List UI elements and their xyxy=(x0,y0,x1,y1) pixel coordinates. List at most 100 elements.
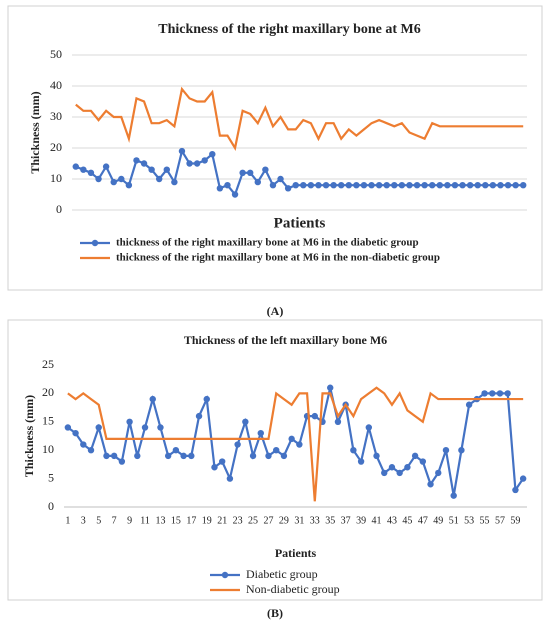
x-tick-label: 5 xyxy=(96,515,101,526)
point xyxy=(474,182,481,189)
point xyxy=(458,447,465,454)
point xyxy=(163,166,170,173)
y-axis-label: Thickness (mm) xyxy=(28,91,42,173)
point xyxy=(140,160,148,167)
point xyxy=(193,160,201,167)
series-line xyxy=(67,386,524,502)
y-tick-label: 10 xyxy=(42,442,54,456)
point xyxy=(72,163,79,170)
x-tick-label: 19 xyxy=(202,515,212,526)
x-tick-label: 49 xyxy=(433,515,443,526)
point xyxy=(234,441,241,448)
x-tick-label: 27 xyxy=(263,515,273,526)
point xyxy=(172,447,180,454)
legend-marker xyxy=(91,239,99,247)
point xyxy=(157,424,164,431)
x-tick-label: 57 xyxy=(495,515,505,526)
x-tick-label: 33 xyxy=(310,515,320,526)
point xyxy=(273,447,280,454)
point xyxy=(249,452,257,460)
y-axis-label: Thickness (mm) xyxy=(22,395,36,477)
point xyxy=(334,418,342,425)
point xyxy=(406,182,413,189)
x-tick-label: 59 xyxy=(510,515,520,526)
point xyxy=(300,182,307,189)
point xyxy=(311,412,318,420)
point xyxy=(269,182,277,189)
point xyxy=(149,395,156,403)
legend-label: Non-diabetic group xyxy=(246,582,340,596)
point xyxy=(203,395,210,403)
point xyxy=(201,157,208,164)
point xyxy=(466,182,474,189)
x-tick-label: 17 xyxy=(186,515,196,526)
legend-label: thickness of the right maxillary bone at… xyxy=(116,252,440,264)
caption: (A) xyxy=(267,304,284,318)
point xyxy=(504,390,511,397)
x-tick-label: 47 xyxy=(418,515,428,526)
point xyxy=(239,169,246,176)
point xyxy=(64,424,72,431)
point xyxy=(148,166,155,173)
point xyxy=(360,182,368,189)
point xyxy=(178,147,186,155)
y-tick-label: 5 xyxy=(48,470,54,484)
point xyxy=(87,169,95,176)
point xyxy=(383,182,390,189)
point xyxy=(126,418,133,425)
point xyxy=(451,182,459,189)
point xyxy=(497,182,504,189)
point xyxy=(353,182,360,189)
point xyxy=(396,469,403,477)
point xyxy=(345,182,352,189)
point xyxy=(381,469,388,477)
point xyxy=(262,166,269,173)
point xyxy=(450,492,457,499)
point xyxy=(156,175,163,183)
point xyxy=(226,475,234,482)
point xyxy=(519,475,527,482)
point xyxy=(357,458,365,465)
y-tick-label: 30 xyxy=(50,109,62,123)
point xyxy=(133,157,140,164)
point xyxy=(373,452,380,460)
chart-title: Thickness of the right maxillary bone at… xyxy=(158,22,421,37)
point xyxy=(292,182,299,189)
point xyxy=(489,182,497,189)
point xyxy=(296,441,303,448)
point xyxy=(435,469,442,477)
point xyxy=(429,182,436,189)
point xyxy=(368,182,375,189)
panel-b xyxy=(7,319,543,601)
y-tick-label: 50 xyxy=(50,47,62,61)
legend-marker xyxy=(221,571,229,579)
point xyxy=(338,182,345,189)
point xyxy=(322,182,330,189)
point xyxy=(80,441,87,448)
point xyxy=(391,182,398,189)
point xyxy=(218,458,226,465)
y-tick-label: 0 xyxy=(56,202,62,216)
point xyxy=(411,452,419,460)
x-tick-label: 31 xyxy=(294,515,304,526)
point xyxy=(87,447,95,454)
point xyxy=(421,182,428,189)
point xyxy=(171,178,178,186)
legend-label: Diabetic group xyxy=(246,567,318,581)
point xyxy=(375,182,383,189)
point xyxy=(110,178,117,186)
point xyxy=(118,458,126,465)
x-tick-label: 21 xyxy=(217,515,227,526)
point xyxy=(413,182,421,189)
x-tick-label: 29 xyxy=(279,515,289,526)
point xyxy=(512,486,519,494)
x-tick-label: 35 xyxy=(325,515,335,526)
point xyxy=(265,452,272,460)
point xyxy=(520,182,527,189)
point xyxy=(404,464,411,471)
y-tick-label: 15 xyxy=(42,414,54,428)
x-tick-label: 41 xyxy=(372,515,382,526)
point xyxy=(164,452,172,460)
